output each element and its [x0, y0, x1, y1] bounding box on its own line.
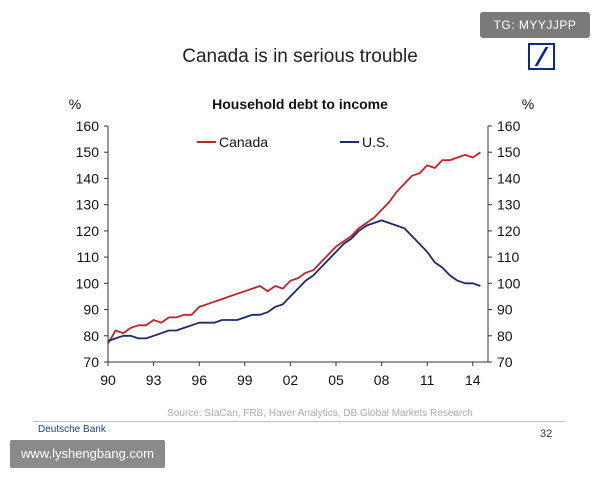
left-axis-unit: % — [69, 96, 81, 112]
footer-divider — [33, 421, 565, 422]
y-tick-label-left: 80 — [83, 328, 99, 344]
x-tick-label: 96 — [191, 372, 207, 388]
canada-series-line — [107, 151, 481, 345]
y-tick-label-left: 100 — [76, 275, 100, 291]
footer-brand: Deutsche Bank — [38, 424, 106, 435]
y-tick-label-right: 110 — [497, 249, 520, 265]
watermark-tag: TG: MYYJJPP — [480, 12, 590, 38]
y-tick-label-left: 120 — [76, 223, 100, 239]
y-tick-label-right: 150 — [497, 144, 521, 160]
y-tick-label-left: 160 — [76, 118, 100, 134]
x-tick-label: 93 — [146, 372, 162, 388]
right-axis-unit: % — [522, 96, 534, 112]
y-tick-label-left: 150 — [76, 144, 100, 160]
slide-title: Canada is in serious trouble — [182, 46, 418, 67]
x-tick-label: 02 — [283, 372, 299, 388]
y-tick-label-right: 90 — [497, 302, 513, 318]
x-tick-label: 90 — [100, 372, 116, 388]
watermark-url: www.lyshengbang.com — [10, 440, 165, 468]
y-tick-label-right: 140 — [497, 170, 521, 186]
legend-label-us: U.S. — [362, 134, 389, 150]
y-tick-label-right: 120 — [497, 223, 521, 239]
y-tick-label-right: 70 — [497, 354, 513, 370]
y-tick-label-left: 140 — [76, 170, 100, 186]
legend-label-canada: Canada — [219, 134, 268, 150]
x-tick-label: 14 — [465, 372, 481, 388]
us-series-line — [107, 219, 481, 342]
chart-title: Household debt to income — [212, 96, 388, 112]
y-tick-label-left: 110 — [77, 249, 100, 265]
y-tick-label-right: 130 — [497, 197, 521, 213]
page-number: 32 — [540, 428, 553, 440]
y-tick-label-left: 130 — [76, 197, 100, 213]
x-tick-label: 99 — [237, 372, 253, 388]
y-tick-label-left: 90 — [83, 302, 99, 318]
y-tick-label-right: 160 — [497, 118, 521, 134]
x-tick-label: 05 — [328, 372, 344, 388]
y-tick-label-right: 80 — [497, 328, 513, 344]
x-tick-label: 08 — [374, 372, 390, 388]
chart-source: Source: StaCan, FRB, Haver Analytics, DB… — [167, 408, 473, 419]
x-tick-label: 11 — [420, 372, 435, 388]
y-tick-label-left: 70 — [83, 354, 99, 370]
deutsche-bank-logo-icon — [528, 43, 555, 70]
y-tick-label-right: 100 — [497, 275, 521, 291]
